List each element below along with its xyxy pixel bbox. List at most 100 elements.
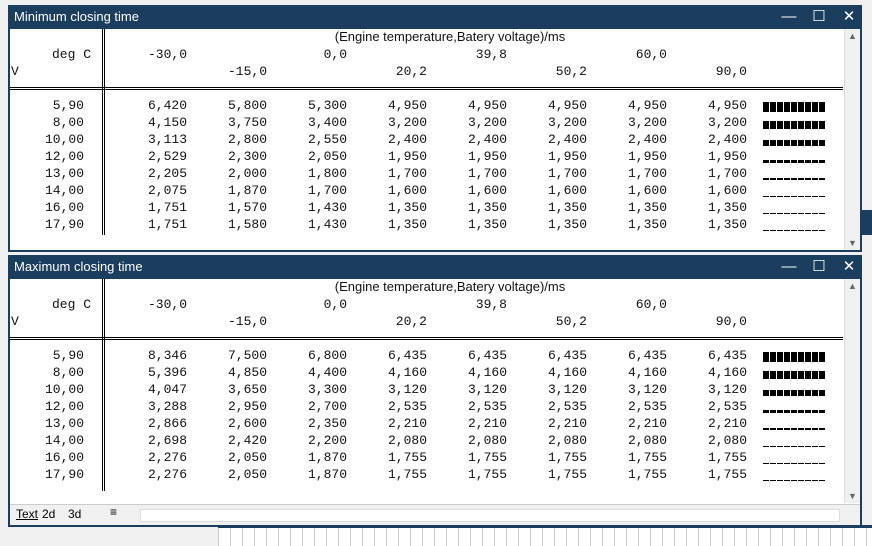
cell: 2,080 [627, 433, 667, 448]
title-bar: Maximum closing time — ☐ ✕ [8, 255, 862, 279]
graph-segment [791, 121, 797, 129]
window-title: Minimum closing time [14, 9, 139, 24]
graph-segment [770, 428, 776, 430]
graph-segment [777, 230, 783, 231]
graph-segment [805, 390, 811, 396]
graph-segment [819, 463, 825, 464]
column-header: 90,0 [715, 64, 747, 79]
graph-segment [763, 390, 769, 396]
graph-segment [777, 410, 783, 413]
cell: 1,755 [547, 467, 587, 482]
cell: 1,350 [707, 217, 747, 232]
window: Maximum closing time — ☐ ✕ ▲ ▼ (Engine tempera… [8, 255, 862, 527]
column-header: 39,8 [475, 47, 507, 62]
cell: 8,346 [147, 348, 187, 363]
scroll-down[interactable]: ▼ [848, 491, 857, 501]
scrollbar[interactable]: ▲ ▼ [844, 29, 860, 250]
cell: 3,200 [627, 115, 667, 130]
cell: 2,950 [227, 399, 267, 414]
graph-segment [777, 352, 783, 362]
cell: 1,350 [627, 217, 667, 232]
cell: 2,205 [147, 166, 187, 181]
graph-segment [798, 121, 804, 129]
graph-segment [791, 213, 797, 214]
tab[interactable]: Text [16, 507, 39, 521]
graph-segment [819, 178, 825, 180]
graph-segment [798, 160, 804, 163]
scrollbar[interactable]: ▲ ▼ [844, 279, 860, 503]
cell: 1,700 [547, 166, 587, 181]
close-button[interactable]: ✕ [842, 8, 856, 25]
graph-segment [812, 140, 818, 146]
row-label: 12,00 [44, 149, 84, 164]
graph-segment [791, 196, 797, 197]
table-view: ▲ ▼ (Engine temperature,Batery voltage)/ms… [10, 29, 860, 250]
cell: 2,075 [147, 183, 187, 198]
row-graph-icon [763, 134, 829, 146]
cell: 2,700 [307, 399, 347, 414]
cell: 4,160 [547, 365, 587, 380]
graph-segment [763, 213, 769, 214]
scroll-up[interactable]: ▲ [848, 31, 857, 41]
cell: 3,288 [147, 399, 187, 414]
graph-segment [805, 410, 811, 413]
cell: 5,300 [307, 98, 347, 113]
graph-segment [791, 178, 797, 180]
cell: 2,210 [387, 416, 427, 431]
graph-segment [784, 428, 790, 430]
scroll-down[interactable]: ▼ [848, 238, 857, 248]
close-button[interactable]: ✕ [842, 258, 856, 275]
header-divider [10, 87, 843, 90]
graph-segment [763, 230, 769, 231]
cell: 2,080 [387, 433, 427, 448]
cell: 3,750 [227, 115, 267, 130]
column-axis-label: deg C [51, 47, 91, 62]
tab-menu[interactable]: ≡ [110, 505, 118, 519]
graph-segment [791, 140, 797, 146]
graph-segment [777, 390, 783, 396]
cell: 1,800 [307, 166, 347, 181]
cell: 3,113 [147, 132, 187, 147]
cell: 4,850 [227, 365, 267, 380]
cell: 1,350 [387, 217, 427, 232]
graph-segment [798, 463, 804, 464]
cell: 1,430 [307, 200, 347, 215]
graph-segment [812, 390, 818, 396]
cell: 4,950 [547, 98, 587, 113]
graph-segment [798, 196, 804, 197]
tab[interactable]: 2d [42, 507, 56, 521]
column-header: 0,0 [323, 47, 347, 62]
cell: 6,435 [627, 348, 667, 363]
cell: 4,160 [387, 365, 427, 380]
tab[interactable]: 3d [68, 507, 82, 521]
graph-segment [770, 390, 776, 396]
cell: 4,950 [627, 98, 667, 113]
graph-segment [784, 352, 790, 362]
cell: 1,600 [387, 183, 427, 198]
minimize-button[interactable]: — [781, 258, 797, 275]
row-label: 5,90 [52, 98, 84, 113]
column-axis-label: deg C [51, 297, 91, 312]
graph-segment [784, 140, 790, 146]
cell: 2,080 [467, 433, 507, 448]
cell: 2,535 [627, 399, 667, 414]
cell: 3,120 [467, 382, 507, 397]
graph-segment [812, 213, 818, 214]
cell: 2,535 [387, 399, 427, 414]
cell: 1,870 [307, 467, 347, 482]
scroll-up[interactable]: ▲ [848, 281, 857, 291]
maximize-button[interactable]: ☐ [812, 258, 826, 275]
minimize-button[interactable]: — [781, 8, 797, 25]
graph-segment [798, 178, 804, 180]
cell: 2,535 [467, 399, 507, 414]
cell: 2,210 [547, 416, 587, 431]
cell: 2,050 [307, 149, 347, 164]
maximize-button[interactable]: ☐ [812, 8, 826, 25]
cell: 3,200 [547, 115, 587, 130]
hscroll[interactable] [140, 509, 840, 522]
column-header: -15,0 [227, 64, 267, 79]
graph-segment [819, 352, 825, 362]
cell: 1,350 [387, 200, 427, 215]
graph-segment [791, 102, 797, 112]
cell: 2,200 [307, 433, 347, 448]
